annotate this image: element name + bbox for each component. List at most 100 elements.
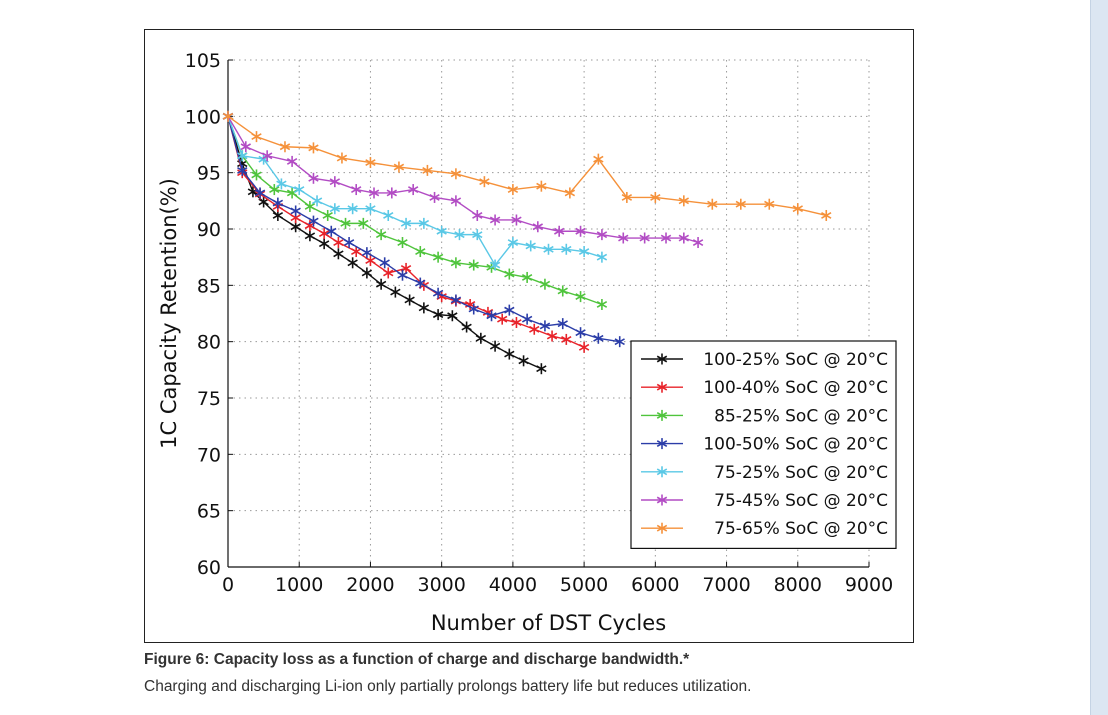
- data-point: [304, 230, 316, 242]
- legend-label: 75-45% SoC @ 20°C: [714, 491, 888, 511]
- series-5: [222, 110, 608, 271]
- data-point: [276, 178, 287, 190]
- data-point: [678, 195, 690, 207]
- y-tick-label: 75: [197, 388, 221, 410]
- data-point: [415, 277, 426, 289]
- legend-item: 75-45% SoC @ 20°C: [641, 491, 888, 511]
- data-point: [454, 229, 465, 241]
- legend-item: 85-25% SoC @ 20°C: [641, 406, 888, 426]
- data-point: [361, 247, 373, 259]
- legend-label: 75-25% SoC @ 20°C: [714, 463, 888, 483]
- data-point: [404, 294, 415, 306]
- data-point: [418, 217, 430, 229]
- data-point: [539, 278, 551, 290]
- series-3: [222, 110, 608, 310]
- legend-label: 100-40% SoC @ 20°C: [703, 378, 888, 398]
- series-1: [222, 110, 547, 375]
- right-scroll-rail: [1090, 0, 1108, 715]
- series-6: [222, 110, 704, 249]
- data-point: [821, 209, 832, 221]
- data-point: [504, 268, 515, 280]
- data-point: [318, 228, 330, 240]
- data-point: [543, 243, 554, 255]
- legend-item: 100-50% SoC @ 20°C: [641, 435, 888, 455]
- data-point: [386, 187, 397, 199]
- data-point: [450, 195, 462, 207]
- data-point: [521, 271, 533, 283]
- data-point: [326, 225, 337, 237]
- data-point: [251, 131, 262, 143]
- x-tick-label: 2000: [346, 574, 394, 596]
- legend-label: 100-25% SoC @ 20°C: [703, 350, 888, 370]
- data-point: [468, 303, 479, 315]
- data-point: [525, 240, 536, 252]
- legend-swatch-marker: [656, 409, 668, 421]
- data-point: [489, 259, 501, 271]
- data-point: [294, 184, 305, 196]
- data-point: [432, 251, 444, 263]
- y-tick-label: 100: [185, 106, 221, 128]
- data-point: [261, 150, 273, 162]
- x-tick-label: 0: [222, 574, 234, 596]
- data-point: [692, 237, 704, 249]
- data-point: [593, 153, 604, 165]
- data-point: [578, 341, 590, 353]
- data-point: [322, 209, 333, 221]
- data-point: [614, 336, 625, 348]
- legend-box: [630, 340, 897, 549]
- data-point: [678, 232, 690, 244]
- data-point: [358, 217, 369, 229]
- data-point: [365, 255, 376, 267]
- data-point: [518, 355, 529, 367]
- data-point: [237, 164, 248, 176]
- legend-swatch-marker: [656, 438, 668, 450]
- data-point: [468, 259, 479, 271]
- data-point: [546, 330, 558, 342]
- data-point: [764, 198, 775, 210]
- data-point: [536, 363, 547, 375]
- data-point: [383, 267, 394, 279]
- data-point: [650, 191, 661, 203]
- series-7: [222, 110, 832, 221]
- data-point: [557, 285, 568, 297]
- data-point: [308, 172, 319, 184]
- y-tick-label: 105: [185, 50, 221, 72]
- data-point: [507, 237, 519, 249]
- data-point: [251, 169, 262, 181]
- x-tick-label: 1000: [275, 574, 323, 596]
- data-point: [450, 257, 462, 269]
- data-point: [343, 237, 355, 249]
- data-point: [311, 195, 323, 207]
- data-point: [489, 214, 501, 226]
- y-tick-label: 70: [197, 444, 221, 466]
- x-tick-label: 8000: [774, 574, 822, 596]
- x-tick-label: 6000: [631, 574, 679, 596]
- data-point: [596, 229, 608, 241]
- series-line: [227, 115, 827, 217]
- legend-item: 100-25% SoC @ 20°C: [641, 350, 888, 370]
- x-tick-label: 4000: [489, 574, 537, 596]
- x-tick-label: 9000: [845, 574, 893, 596]
- data-point: [529, 323, 540, 335]
- legend-swatch-marker: [656, 494, 668, 506]
- data-point: [390, 286, 401, 298]
- data-point: [351, 246, 362, 258]
- legend-item: 75-65% SoC @ 20°C: [641, 519, 888, 539]
- data-point: [450, 294, 462, 306]
- data-point: [561, 243, 572, 255]
- data-point: [318, 238, 330, 250]
- legend-swatch-marker: [656, 381, 668, 393]
- data-point: [618, 232, 629, 244]
- x-axis-label: Number of DST Cycles: [431, 611, 666, 635]
- data-point: [475, 332, 487, 344]
- data-point: [593, 332, 604, 344]
- data-point: [222, 110, 234, 122]
- data-point: [575, 225, 586, 237]
- data-point: [308, 142, 319, 154]
- data-point: [553, 225, 565, 237]
- series-2: [222, 110, 590, 353]
- data-point: [596, 251, 608, 263]
- data-point: [336, 152, 348, 164]
- data-point: [304, 200, 316, 212]
- data-point: [329, 176, 341, 188]
